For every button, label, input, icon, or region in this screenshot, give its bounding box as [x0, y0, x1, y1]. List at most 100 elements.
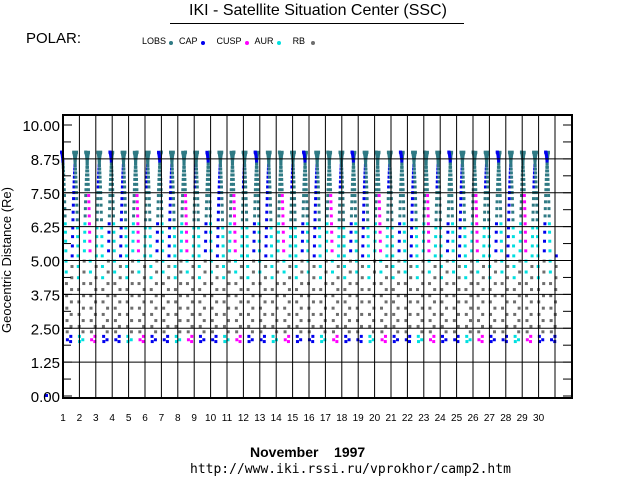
- data-point-lobs: [546, 169, 550, 173]
- data-point-lobs: [434, 203, 438, 207]
- data-point-aur: [451, 259, 455, 263]
- data-point-lobs: [305, 200, 309, 204]
- data-point-lobs: [510, 150, 514, 154]
- data-point-lobs: [424, 162, 428, 166]
- data-point-rb: [198, 288, 202, 292]
- data-point-lobs: [83, 214, 87, 218]
- data-point-aur: [160, 222, 164, 226]
- data-point-cap: [445, 249, 449, 253]
- data-point-lobs: [74, 171, 78, 175]
- data-point-lobs: [84, 200, 88, 204]
- data-point-lobs: [374, 194, 378, 198]
- data-point-rb: [179, 259, 183, 263]
- data-point-lobs: [437, 180, 441, 184]
- data-point-lobs: [159, 177, 163, 181]
- data-point-lobs: [147, 150, 151, 154]
- data-point-cusp: [282, 249, 286, 253]
- data-point-cusp: [136, 222, 140, 226]
- data-point-cap: [70, 254, 74, 258]
- data-point-lobs: [327, 153, 331, 157]
- data-point-rb: [251, 282, 255, 286]
- data-point-lobs: [85, 162, 89, 166]
- data-point-cap: [448, 155, 452, 159]
- data-point-lobs: [108, 188, 112, 192]
- data-point-lobs: [147, 185, 151, 189]
- data-point-aur: [402, 222, 406, 226]
- data-point-lobs: [195, 171, 199, 175]
- data-point-rb: [113, 282, 117, 286]
- data-point-lobs: [329, 150, 333, 154]
- data-point-rb: [494, 259, 498, 263]
- legend-label: LOBS: [142, 36, 167, 46]
- data-point-rb: [465, 324, 469, 328]
- data-point-rb: [118, 312, 122, 316]
- data-point-lobs: [289, 197, 293, 201]
- data-point-lobs: [400, 165, 404, 169]
- data-point-rb: [191, 264, 195, 268]
- data-point-rb: [299, 294, 303, 298]
- data-point-lobs: [352, 177, 356, 181]
- data-point-cap: [435, 185, 439, 189]
- data-point-aur: [433, 244, 437, 248]
- data-point-lobs: [374, 200, 378, 204]
- data-point-lobs: [204, 214, 208, 218]
- data-point-cusp: [332, 338, 336, 342]
- data-point-lobs: [156, 194, 160, 198]
- data-point-rb: [178, 330, 182, 334]
- data-point-cap: [204, 230, 208, 234]
- data-point-cap: [312, 254, 316, 258]
- data-point-lobs: [522, 173, 526, 177]
- data-point-aur: [124, 244, 128, 248]
- data-point-rb: [258, 306, 262, 310]
- data-point-aur: [547, 222, 551, 226]
- data-point-aur: [342, 235, 346, 239]
- data-point-cap: [301, 230, 305, 234]
- data-point-rb: [452, 319, 456, 323]
- data-point-lobs: [354, 214, 358, 218]
- plot-frame: [62, 114, 573, 399]
- data-point-rb: [335, 324, 339, 328]
- data-point-cap: [314, 197, 318, 201]
- data-point-cap: [347, 338, 351, 342]
- data-point-rb: [331, 294, 335, 298]
- data-point-rb: [445, 259, 449, 263]
- data-point-aur: [148, 226, 152, 230]
- data-point-cap: [484, 175, 488, 179]
- data-point-rb: [525, 319, 529, 323]
- data-point-lobs: [268, 150, 272, 154]
- data-point-cap: [507, 197, 511, 201]
- data-point-rb: [130, 294, 134, 298]
- data-point-lobs: [510, 185, 514, 189]
- data-point-lobs: [353, 194, 357, 198]
- data-point-lobs: [365, 185, 369, 189]
- data-point-cap: [351, 155, 355, 159]
- data-point-rb: [517, 319, 521, 323]
- data-point-rb: [202, 306, 206, 310]
- data-point-cap: [398, 222, 402, 226]
- data-point-lobs: [169, 154, 173, 158]
- data-point-rb: [500, 282, 504, 286]
- data-point-lobs: [521, 162, 525, 166]
- data-point-rb: [227, 306, 231, 310]
- data-point-rb: [452, 294, 456, 298]
- data-point-cap: [492, 338, 496, 342]
- data-point-lobs: [108, 194, 112, 198]
- data-point-cap: [506, 244, 510, 248]
- data-point-aur: [271, 340, 275, 344]
- data-point-lobs: [519, 214, 523, 218]
- data-point-aur: [354, 222, 358, 226]
- data-point-lobs: [486, 203, 490, 207]
- data-point-cap: [166, 334, 170, 338]
- data-point-lobs: [218, 161, 222, 165]
- data-point-aur: [463, 244, 467, 248]
- data-point-rb: [130, 282, 134, 286]
- data-point-lobs: [208, 207, 212, 211]
- data-point-rb: [234, 294, 238, 298]
- data-point-lobs: [208, 194, 212, 198]
- data-point-cap: [411, 185, 415, 189]
- data-point-lobs: [63, 207, 67, 211]
- data-point-rb: [263, 288, 267, 292]
- x-tick-label: 28: [500, 413, 512, 424]
- data-point-aur: [414, 226, 418, 230]
- data-point-aur: [468, 338, 472, 342]
